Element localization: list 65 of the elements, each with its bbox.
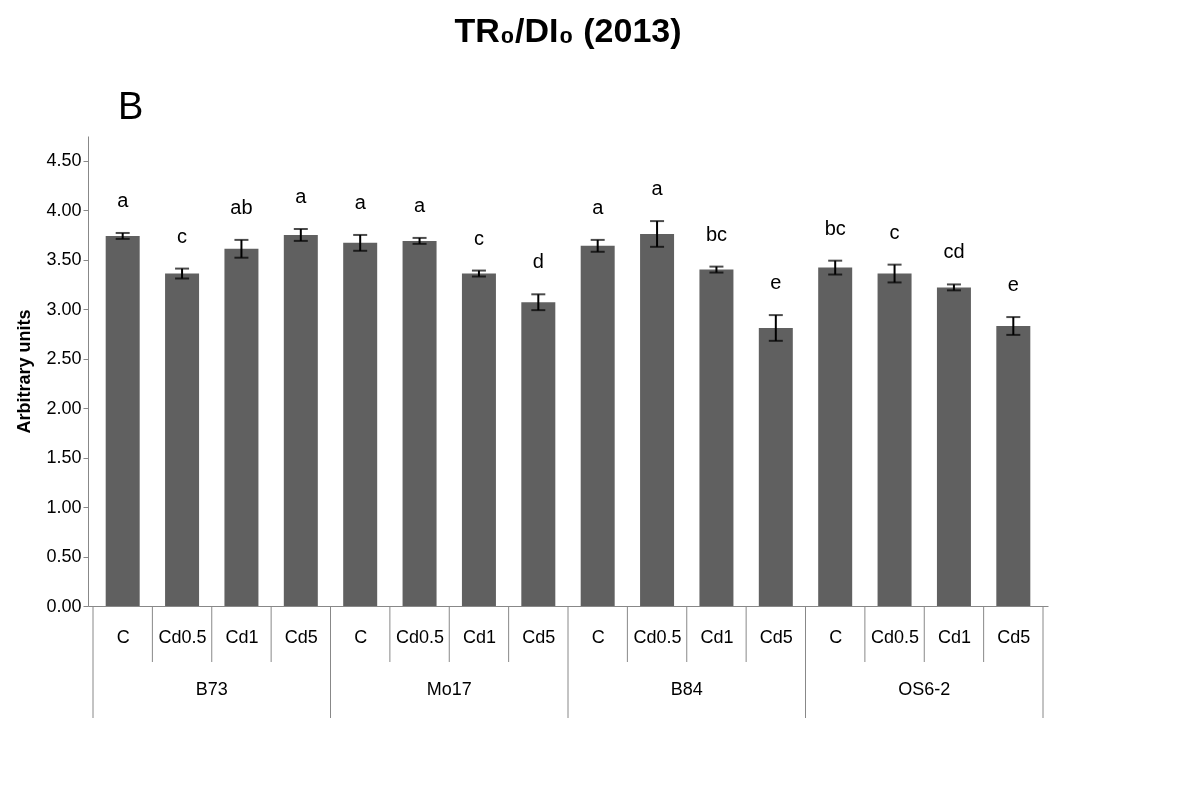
x-tick-label: Cd0.5 [871,626,920,647]
data-label: c [889,220,900,243]
data-label: bc [824,216,846,239]
bar [105,235,140,606]
x-tick-label: Cd5 [997,626,1031,647]
bar [580,245,615,606]
data-label: ab [230,195,253,218]
bar [640,233,675,606]
bar [283,234,318,606]
bar [224,248,259,606]
y-tick-label: 4.50 [46,150,82,171]
x-tick-label: Cd0.5 [633,626,682,647]
data-label: c [473,226,484,249]
data-label: c [177,224,188,247]
x-tick-label: C [591,626,605,647]
x-tick-label: C [829,626,843,647]
text: B84 [670,679,703,699]
y-tick-label: 4.00 [46,199,82,220]
data-label: a [651,177,664,200]
bar [165,273,200,606]
chart-title: TR₀/DI₀ (2013) [454,11,682,49]
bar [343,242,378,606]
data-label: a [414,193,426,216]
y-tick-label: 2.50 [46,348,82,369]
bar [461,273,496,606]
x-tick-label: Cd1 [225,626,259,647]
x-tick-label: C [354,626,368,647]
x-tick-label: Cd1 [937,626,971,647]
data-label: a [295,185,308,208]
y-axis-title: Arbitrary units [14,309,35,434]
data-label: a [117,188,130,211]
data-label: cd [943,240,965,263]
bar [402,240,437,606]
x-tick-label: Cd1 [462,626,496,647]
y-tick-label: 3.50 [46,249,82,270]
data-label: e [1007,273,1019,296]
bar [996,325,1031,606]
bar [877,273,912,606]
x-tick-label: Cd5 [759,626,793,647]
y-tick-label: 3.00 [46,298,82,319]
x-tick-label: C [116,626,130,647]
data-label: e [770,271,782,294]
y-tick-label: 0.50 [46,546,82,567]
text: B73 [195,679,228,699]
text: OS6-2 [898,679,951,699]
x-tick-label: Cd1 [700,626,734,647]
bar [936,287,971,606]
bar [521,302,556,606]
text: Mo17 [426,679,472,699]
y-tick-label: 1.00 [46,496,82,517]
data-label: bc [705,222,727,245]
x-tick-label: Cd0.5 [158,626,207,647]
bar [699,269,734,606]
bar [818,267,853,606]
text: B [118,85,144,127]
data-label: d [532,250,544,273]
y-tick-label: 2.00 [46,397,82,418]
x-tick-label: Cd0.5 [396,626,445,647]
y-tick-label: 1.50 [46,447,82,468]
x-tick-label: Cd5 [522,626,556,647]
y-tick-label: 0.00 [46,595,82,616]
data-label: a [592,195,605,218]
bar [758,327,793,606]
x-tick-label: Cd5 [284,626,318,647]
data-label: a [354,190,367,213]
